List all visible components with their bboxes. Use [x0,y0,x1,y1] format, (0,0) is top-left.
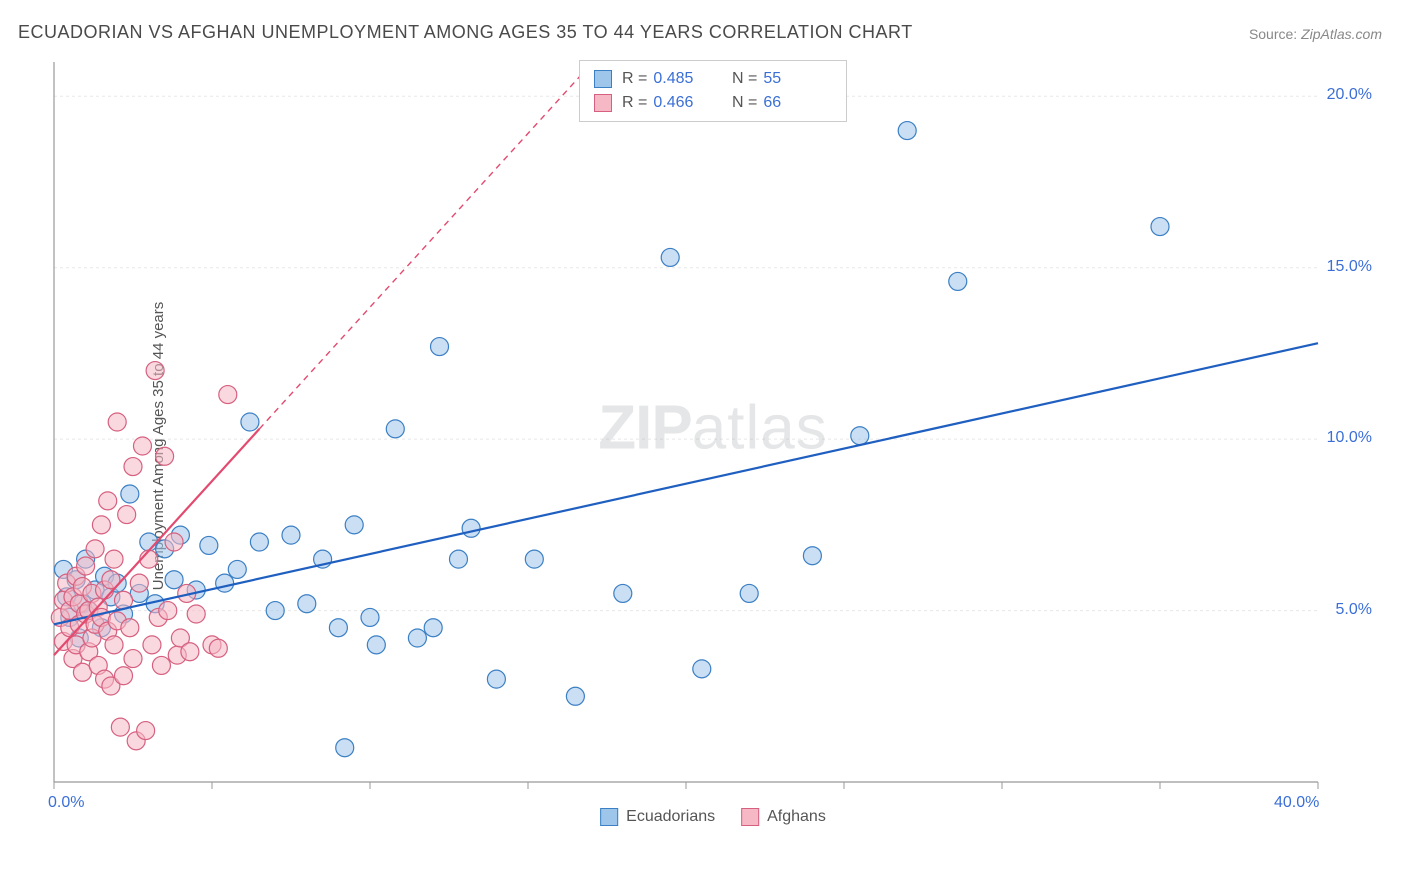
data-point [92,516,110,534]
trend-line [54,343,1318,624]
data-point [121,485,139,503]
x-tick-label: 0.0% [48,794,84,812]
data-point [216,574,234,592]
legend-swatch [600,808,618,826]
data-point [525,550,543,568]
data-point [187,605,205,623]
data-point [345,516,363,534]
data-point [361,608,379,626]
data-point [159,602,177,620]
legend-swatch [594,94,612,112]
trend-line-extension [259,62,593,429]
data-point [124,458,142,476]
legend-item: Ecuadorians [600,808,715,826]
y-tick-label: 5.0% [1336,601,1372,619]
chart-title: ECUADORIAN VS AFGHAN UNEMPLOYMENT AMONG … [18,22,913,43]
data-point [241,413,259,431]
data-point [336,739,354,757]
data-point [740,584,758,602]
data-point [77,557,95,575]
stat-r-value: 0.466 [653,91,693,115]
chart-container: ECUADORIAN VS AFGHAN UNEMPLOYMENT AMONG … [0,0,1406,892]
data-point [329,619,347,637]
data-point [566,687,584,705]
data-point [152,656,170,674]
stat-n-label: N = [732,67,757,91]
data-point [137,722,155,740]
data-point [111,718,129,736]
data-point [386,420,404,438]
y-tick-label: 15.0% [1327,258,1372,276]
data-point [219,386,237,404]
source-attribution: Source: ZipAtlas.com [1249,26,1382,42]
source-value: ZipAtlas.com [1301,26,1382,42]
data-point [165,571,183,589]
y-tick-label: 10.0% [1327,429,1372,447]
series-legend: Ecuadorians Afghans [600,808,826,826]
data-point [898,122,916,140]
data-point [121,619,139,637]
data-point [851,427,869,445]
data-point [200,536,218,554]
stat-row: R =0.466 N =66 [594,91,832,115]
data-point [367,636,385,654]
plot-area: ZIPatlas R =0.485N =55R =0.466N =66 Ecua… [48,58,1378,828]
stats-legend-box: R =0.485 N =55 R =0.466 N =66 [579,60,847,122]
data-point [661,248,679,266]
data-point [118,506,136,524]
stat-r-label: R = [622,67,647,91]
data-point [282,526,300,544]
data-point [424,619,442,637]
data-point [146,362,164,380]
data-point [228,560,246,578]
stat-n-value: 55 [763,67,781,91]
stat-n-value: 66 [763,91,781,115]
legend-label: Ecuadorians [626,808,715,826]
data-point [487,670,505,688]
legend-label: Afghans [767,808,826,826]
data-point [431,338,449,356]
data-point [156,447,174,465]
data-point [181,643,199,661]
legend-item: Afghans [741,808,826,826]
x-tick-label: 40.0% [1274,794,1319,812]
legend-swatch [741,808,759,826]
data-point [130,574,148,592]
stat-r-label: R = [622,91,647,115]
data-point [1151,218,1169,236]
y-tick-label: 20.0% [1327,86,1372,104]
data-point [105,550,123,568]
data-point [143,636,161,654]
data-point [209,639,227,657]
data-point [115,667,133,685]
data-point [99,492,117,510]
data-point [803,547,821,565]
data-point [462,519,480,537]
legend-swatch [594,70,612,88]
data-point [949,272,967,290]
data-point [124,650,142,668]
source-label: Source: [1249,26,1297,42]
stat-n-label: N = [732,91,757,115]
data-point [108,413,126,431]
data-point [165,533,183,551]
data-point [86,540,104,558]
stat-r-value: 0.485 [653,67,693,91]
data-point [105,636,123,654]
data-point [298,595,316,613]
chart-svg [48,58,1378,828]
stat-row: R =0.485 N =55 [594,67,832,91]
data-point [693,660,711,678]
data-point [449,550,467,568]
data-point [408,629,426,647]
data-point [250,533,268,551]
data-point [266,602,284,620]
data-point [614,584,632,602]
data-point [133,437,151,455]
